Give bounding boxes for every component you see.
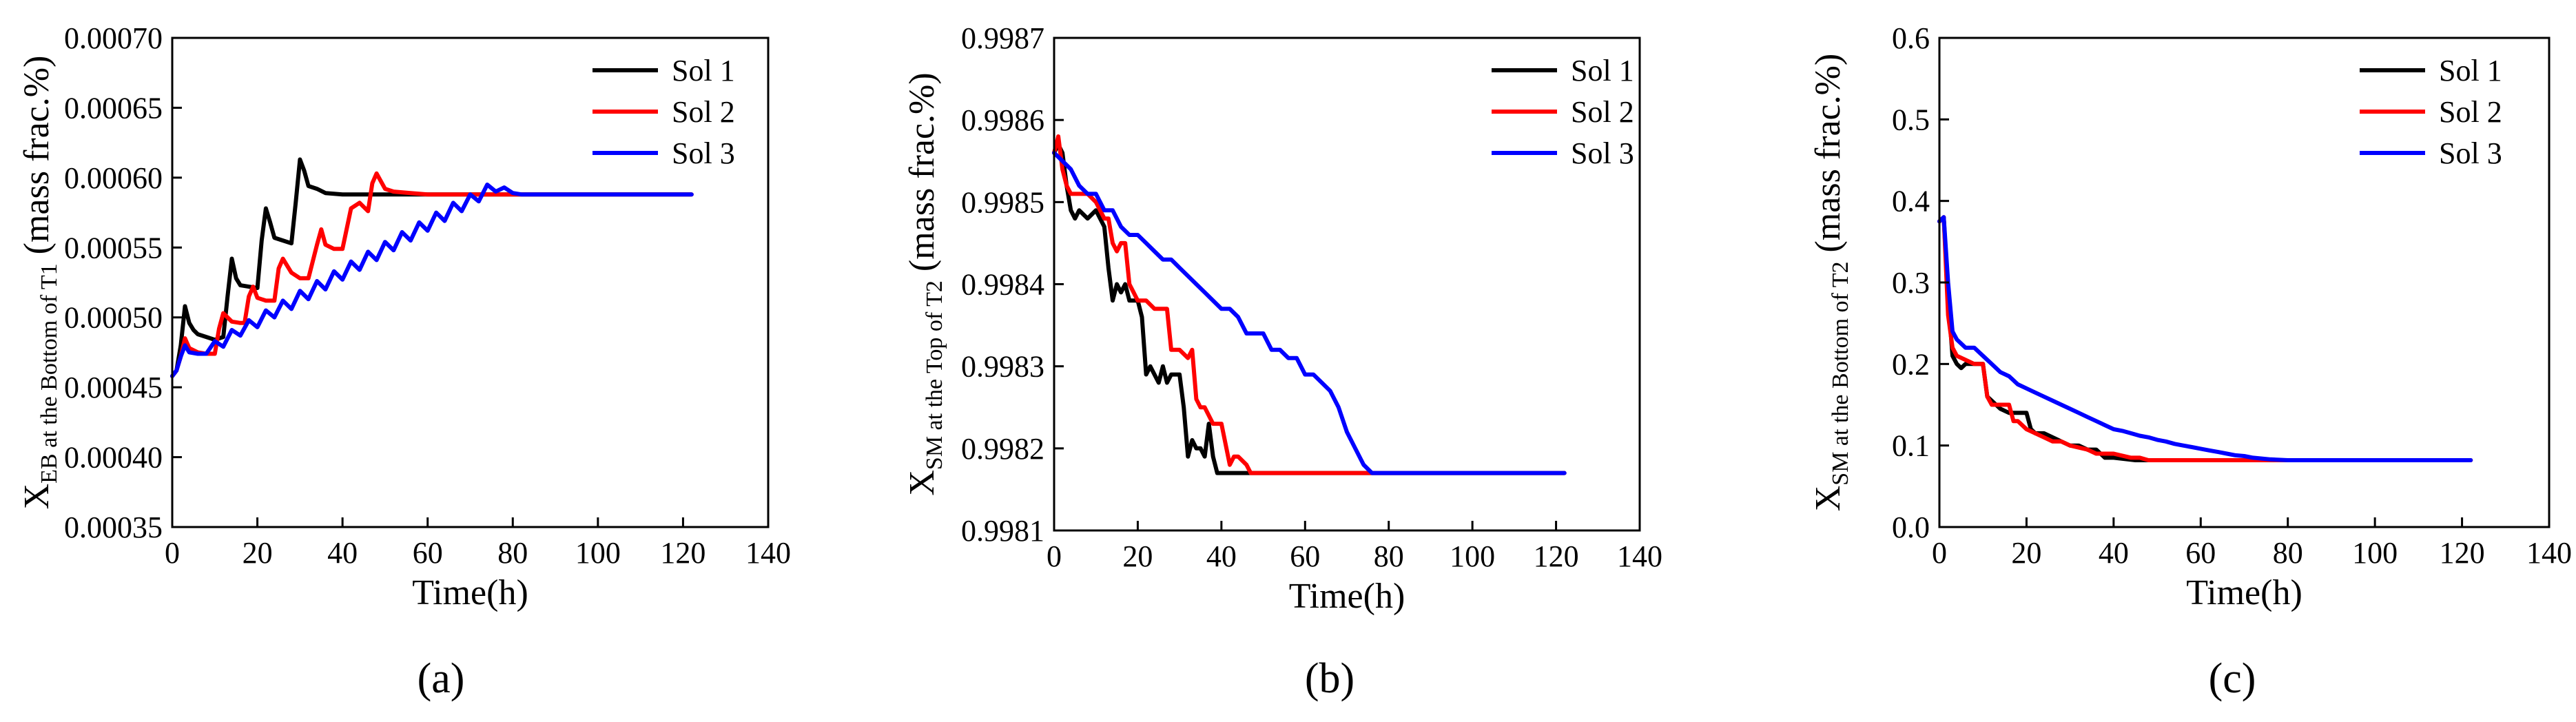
panel-label: (b) <box>1305 655 1354 702</box>
y-tick-label: 0.9982 <box>961 432 1044 466</box>
x-tick-label: 140 <box>745 536 791 570</box>
x-tick-label: 60 <box>413 536 443 570</box>
series-line-sol-2 <box>1052 134 1567 475</box>
y-tick-label: 0.9986 <box>961 103 1044 137</box>
series-line-sol-3 <box>1937 215 2473 462</box>
legend: Sol 1 Sol 2 Sol 3 <box>2360 54 2502 170</box>
x-tick-label: 80 <box>2273 536 2303 570</box>
y-axis-title-symbol: X <box>1809 486 1848 512</box>
legend-label-sol-1: Sol 1 <box>1571 54 1634 87</box>
y-tick-label: 0.00055 <box>64 231 163 265</box>
y-axis-title-subscript: EB at the Bottom of T1 <box>37 263 62 484</box>
chart-panel-2: 0 20 40 60 80 100 120 140 0.9981 0.9982 0.9983 0.99… <box>903 21 1662 702</box>
y-axis-title-unit: (mass frac.%) <box>17 56 56 264</box>
series-line-sol-3 <box>1052 150 1567 475</box>
y-tick-label: 0.9981 <box>961 514 1044 548</box>
legend-label-sol-1: Sol 1 <box>672 54 735 87</box>
y-tick-label: 0.00060 <box>64 161 163 195</box>
x-axis-title: Time(h) <box>1289 577 1405 616</box>
x-tick-label: 40 <box>327 536 358 570</box>
y-tick-label: 0.9985 <box>961 185 1044 219</box>
x-tick-label: 60 <box>2185 536 2216 570</box>
y-tick-label: 0.2 <box>1892 347 1930 381</box>
x-tick-label: 40 <box>1206 539 1237 573</box>
y-tick-label: 0.9984 <box>961 268 1044 302</box>
y-tick-label: 0.00045 <box>64 371 163 404</box>
x-tick-label: 20 <box>2011 536 2041 570</box>
y-tick-label: 0.00050 <box>64 301 163 335</box>
y-tick-label: 0.9987 <box>961 21 1044 55</box>
y-axis-title: XSM at the Bottom of T2 (mass frac.%) <box>1809 54 1853 512</box>
y-axis-title-unit: (mass frac.%) <box>903 72 942 280</box>
x-tick-label: 100 <box>2352 536 2398 570</box>
y-tick-label: 0.0 <box>1892 510 1930 544</box>
x-tick-label: 100 <box>1450 539 1495 573</box>
plot-frame <box>171 37 770 528</box>
y-axis-title: XEB at the Bottom of T1 (mass frac.%) <box>17 56 62 510</box>
y-tick-label: 0.9983 <box>961 350 1044 384</box>
legend: Sol 1 Sol 2 Sol 3 <box>1492 54 1634 170</box>
x-tick-label: 0 <box>165 536 180 570</box>
y-axis-title-subscript: SM at the Bottom of T2 <box>1828 261 1853 485</box>
x-tick-label: 20 <box>1122 539 1153 573</box>
y-tick-label: 0.00070 <box>64 21 163 55</box>
legend-label-sol-3: Sol 3 <box>672 136 735 170</box>
x-tick-label: 140 <box>2526 536 2572 570</box>
series-line-sol-2 <box>170 171 694 378</box>
chart-panel-3: 0 20 40 60 80 100 120 140 0.0 0.1 0.2 0.3 0.4 0.5 0.6 T… <box>1809 21 2572 702</box>
y-tick-label: 0.00040 <box>64 441 163 475</box>
x-axis-title: Time(h) <box>2186 573 2302 612</box>
legend-label-sol-1: Sol 1 <box>2439 54 2502 87</box>
y-tick-label: 0.6 <box>1892 21 1930 55</box>
series-line-sol-2 <box>1937 215 2473 462</box>
x-tick-label: 120 <box>2440 536 2485 570</box>
y-tick-label: 0.1 <box>1892 429 1930 463</box>
x-tick-label: 60 <box>1290 539 1320 573</box>
y-axis-title-symbol: X <box>903 470 942 496</box>
x-tick-label: 120 <box>1534 539 1579 573</box>
x-tick-label: 80 <box>497 536 528 570</box>
y-axis-title: XSM at the Top of T2 (mass frac.%) <box>903 72 947 495</box>
legend-label-sol-2: Sol 2 <box>1571 95 1634 129</box>
x-tick-label: 140 <box>1617 539 1662 573</box>
legend-label-sol-2: Sol 2 <box>2439 95 2502 129</box>
x-tick-label: 0 <box>1932 536 1947 570</box>
panel-label: (a) <box>418 655 465 702</box>
x-tick-label: 80 <box>1374 539 1404 573</box>
chart-panel-1: 0 20 40 60 80 100 120 140 0.00035 0.00040 0.00045 0… <box>17 21 791 702</box>
x-axis-title: Time(h) <box>412 573 528 612</box>
legend-label-sol-3: Sol 3 <box>1571 136 1634 170</box>
series-line-sol-1 <box>1052 142 1567 475</box>
x-tick-label: 120 <box>660 536 705 570</box>
panel-label: (c) <box>2209 655 2256 702</box>
y-tick-label: 0.00035 <box>64 510 163 544</box>
x-tick-label: 40 <box>2099 536 2129 570</box>
x-tick-label: 0 <box>1047 539 1062 573</box>
legend: Sol 1 Sol 2 Sol 3 <box>593 54 735 170</box>
y-axis-title-subscript: SM at the Top of T2 <box>922 280 947 470</box>
x-tick-label: 20 <box>243 536 273 570</box>
y-tick-label: 0.4 <box>1892 185 1930 218</box>
y-tick-label: 0.00065 <box>64 91 163 125</box>
y-tick-label: 0.3 <box>1892 266 1930 300</box>
legend-label-sol-2: Sol 2 <box>672 95 735 129</box>
y-tick-label: 0.5 <box>1892 103 1930 136</box>
legend-label-sol-3: Sol 3 <box>2439 136 2502 170</box>
series-line-sol-3 <box>170 183 694 378</box>
y-axis-title-symbol: X <box>17 484 56 510</box>
series-line-sol-1 <box>170 157 694 378</box>
y-axis-title-unit: (mass frac.%) <box>1809 54 1848 262</box>
x-tick-label: 100 <box>575 536 621 570</box>
